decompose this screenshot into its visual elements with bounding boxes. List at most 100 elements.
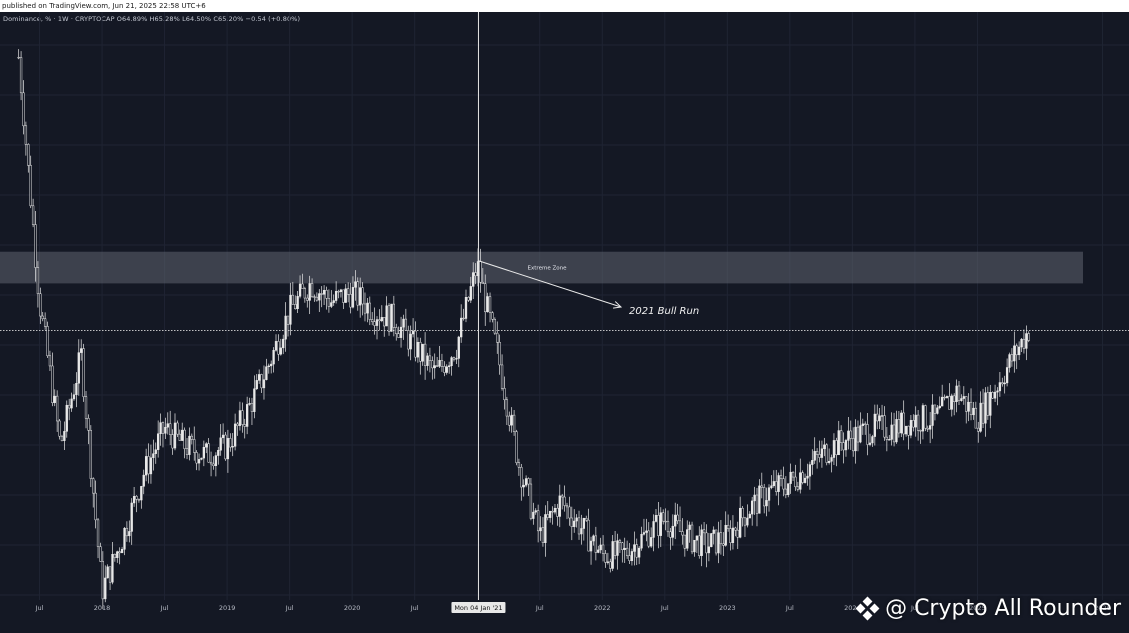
candle — [322, 285, 326, 305]
candle — [808, 461, 812, 490]
candle-body — [710, 533, 713, 548]
candle — [149, 444, 153, 484]
candle — [880, 404, 884, 430]
candle — [955, 379, 958, 413]
candle — [349, 282, 352, 314]
candle-body — [967, 401, 970, 412]
candle-body — [962, 396, 965, 399]
candle-body — [996, 390, 999, 393]
candle — [416, 337, 420, 363]
candle — [760, 472, 763, 499]
candle-body — [137, 499, 141, 501]
candle-body — [585, 518, 588, 521]
candle — [390, 303, 393, 332]
candle-body — [577, 517, 581, 535]
candle-body — [327, 298, 331, 307]
candle — [433, 353, 436, 379]
candle-body — [142, 474, 145, 487]
candle-body — [209, 461, 213, 465]
candle — [265, 358, 268, 381]
candle — [342, 289, 345, 310]
candle-body — [500, 364, 504, 389]
candle-body — [621, 542, 624, 550]
candle — [31, 198, 35, 228]
candle — [94, 480, 97, 529]
candle-body — [803, 477, 807, 483]
candle — [238, 401, 242, 431]
candle — [89, 425, 92, 488]
candle — [573, 509, 576, 533]
candle-body — [387, 305, 391, 332]
candle — [698, 526, 701, 559]
candle — [339, 288, 343, 298]
candle — [755, 487, 759, 527]
candle-body — [22, 92, 25, 127]
candle-body — [977, 427, 980, 432]
candle — [753, 486, 756, 515]
candle — [445, 364, 448, 375]
candle — [953, 393, 956, 416]
candle-body — [183, 429, 186, 449]
candle-body — [277, 341, 280, 355]
candle — [991, 391, 994, 400]
candle-body — [695, 535, 699, 541]
candle-body — [563, 496, 566, 506]
candle-body — [72, 394, 76, 400]
bull-run-arrow-head — [613, 301, 623, 309]
price-chart[interactable]: Extreme Zone 2021 Bull Run Jul 2018 Jul 201… — [0, 12, 1129, 633]
candle-body — [515, 431, 518, 463]
candle-body — [541, 527, 545, 543]
candle-body — [294, 304, 297, 309]
candle-body — [111, 553, 114, 583]
x-tick-label: Jul — [410, 604, 419, 612]
candle — [726, 514, 730, 532]
candle-body — [508, 415, 511, 426]
candle — [282, 334, 285, 355]
candle-body — [438, 360, 441, 367]
candle-body — [152, 453, 155, 458]
candle-body — [113, 553, 117, 558]
candle-body — [291, 294, 294, 305]
candle-body — [556, 507, 559, 517]
candle-body — [1022, 338, 1026, 349]
candle — [224, 431, 227, 461]
candle-body — [842, 442, 845, 451]
candle-body — [217, 450, 220, 456]
candle-body — [688, 524, 691, 530]
candle — [380, 305, 383, 323]
candle-body — [645, 530, 648, 533]
candle — [108, 566, 112, 590]
candle — [541, 517, 545, 547]
candle-body — [118, 551, 121, 554]
candle — [460, 304, 463, 343]
candle-body — [974, 407, 977, 429]
candle — [830, 454, 833, 473]
candle — [500, 354, 504, 391]
candle — [767, 484, 771, 512]
candle-body — [298, 283, 302, 297]
candle-body — [928, 425, 932, 430]
candle — [414, 321, 417, 362]
candle-body — [938, 405, 941, 409]
candle — [743, 516, 747, 538]
candle-body — [852, 438, 855, 452]
candle — [705, 524, 708, 568]
candle — [344, 284, 347, 303]
candle-body — [101, 561, 104, 600]
candle-body — [303, 288, 307, 299]
candle — [570, 506, 573, 541]
candle — [803, 473, 807, 484]
candle-body — [224, 434, 227, 460]
candle — [789, 463, 792, 494]
candle-body — [900, 412, 903, 434]
candle-body — [625, 547, 629, 556]
candle — [411, 318, 415, 338]
candle-body — [647, 530, 650, 547]
candle-body — [68, 404, 71, 409]
candle — [515, 429, 518, 466]
candle-body — [58, 420, 61, 437]
candle-body — [748, 513, 751, 519]
x-tick-label: 2019 — [219, 604, 236, 612]
candle — [142, 469, 145, 495]
candle-body — [233, 423, 237, 447]
